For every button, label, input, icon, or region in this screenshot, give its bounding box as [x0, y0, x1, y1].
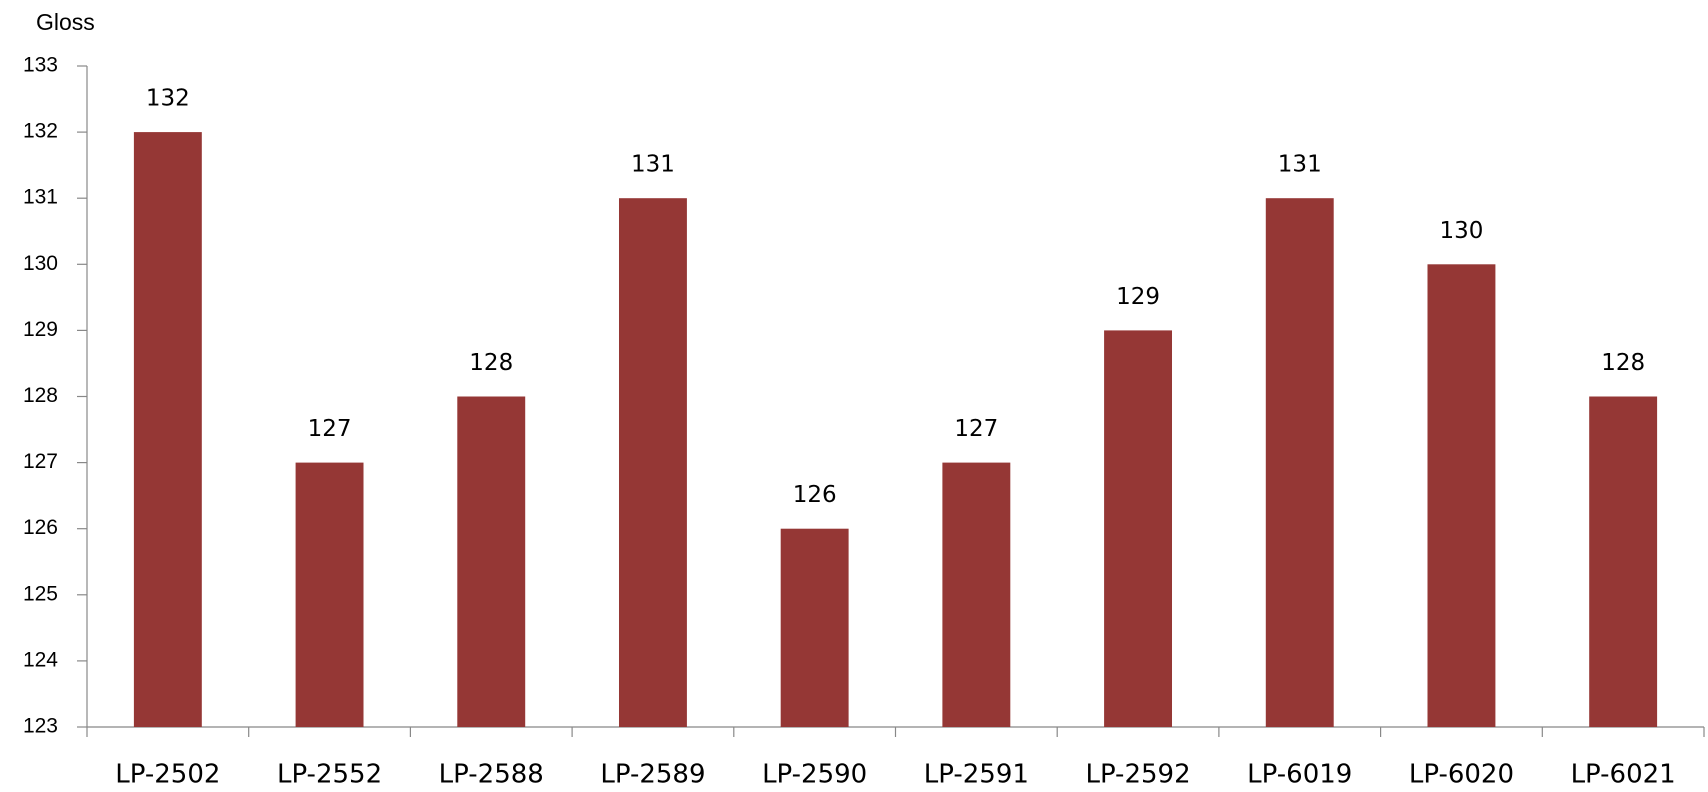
y-tick-label: 123 [23, 715, 58, 738]
bar [1427, 264, 1496, 727]
data-label: 127 [954, 416, 998, 442]
x-tick-label: LP-6021 [1571, 760, 1676, 790]
data-label: 131 [1278, 152, 1322, 178]
bar [618, 198, 687, 727]
x-tick-label: LP-2590 [762, 760, 867, 790]
y-axis-title: Gloss [36, 9, 95, 35]
y-tick-label: 127 [23, 450, 58, 473]
y-tick-label: 128 [23, 384, 58, 407]
y-tick-label: 133 [23, 54, 58, 77]
x-tick-label: LP-2502 [115, 760, 220, 790]
data-label: 130 [1439, 218, 1483, 244]
bar [780, 528, 849, 727]
y-tick-label: 131 [23, 186, 58, 209]
y-tick-label: 125 [23, 582, 58, 605]
x-tick-label: LP-2591 [924, 760, 1029, 790]
y-tick-label: 129 [23, 318, 58, 341]
y-tick-label: 130 [23, 252, 58, 275]
x-tick-label: LP-6020 [1409, 760, 1514, 790]
x-tick-label: LP-2588 [439, 760, 544, 790]
data-label: 129 [1116, 284, 1160, 310]
data-label: 132 [146, 86, 190, 112]
x-tick-label: LP-2552 [277, 760, 382, 790]
y-tick-label: 124 [23, 648, 58, 671]
y-tick-label: 126 [23, 516, 58, 539]
data-label: 127 [308, 416, 352, 442]
bar [942, 462, 1011, 727]
data-label: 131 [631, 152, 675, 178]
y-tick-label: 132 [23, 120, 58, 143]
bar [133, 132, 202, 728]
bar [1589, 396, 1658, 727]
data-label: 128 [469, 350, 513, 376]
bar [457, 396, 526, 727]
bar [1104, 330, 1173, 727]
x-tick-label: LP-2592 [1085, 760, 1190, 790]
x-tick-label: LP-2589 [600, 760, 705, 790]
x-tick-label: LP-6019 [1247, 760, 1352, 790]
data-label: 126 [793, 482, 837, 508]
bar [1265, 198, 1334, 727]
bar [295, 462, 364, 727]
data-label: 128 [1601, 350, 1645, 376]
